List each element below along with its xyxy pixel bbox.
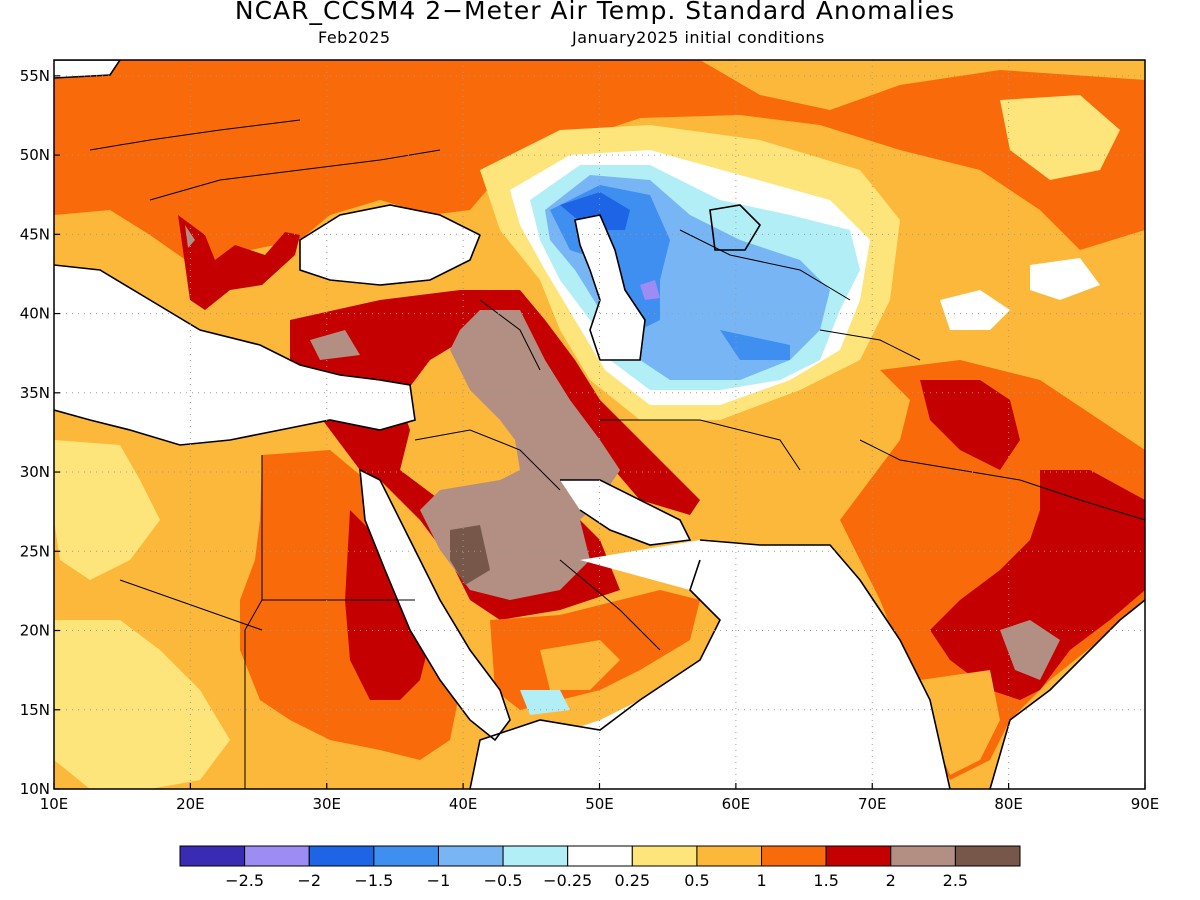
- colorbar-swatch: [954, 845, 1021, 867]
- colorbar-swatch: [373, 845, 439, 867]
- longitude-axis: 10E 20E 30E 40E 50E 60E 70E 80E 90E: [40, 783, 1160, 813]
- coastlines: [54, 60, 1145, 789]
- black-sea: [300, 205, 480, 285]
- lon-tick-label: 20E: [176, 795, 205, 813]
- lon-tick-label: 30E: [312, 795, 341, 813]
- persian-gulf: [560, 480, 690, 545]
- colorbar-label: 1.5: [813, 871, 838, 890]
- colorbar-label: −0.25: [543, 871, 592, 890]
- colorbar-swatch: [244, 845, 310, 867]
- gulf-of-aden: [470, 720, 600, 789]
- lat-tick-label: 45N: [20, 225, 50, 243]
- lat-tick-label: 20N: [20, 622, 50, 640]
- forecast-month: Feb2025: [318, 28, 391, 47]
- lat-tick-label: 55N: [20, 67, 50, 85]
- lon-tick-label: 60E: [722, 795, 751, 813]
- colorbar-label: −2: [297, 871, 321, 890]
- colorbar-label: 2: [886, 871, 896, 890]
- map-title: NCAR_CCSM4 2−Meter Air Temp. Standard An…: [234, 0, 956, 25]
- lat-tick-label: 15N: [20, 701, 50, 719]
- colorbar-swatch: [825, 845, 892, 867]
- colorbar-label: −0.5: [484, 871, 523, 890]
- middle-east-anomaly-region: [290, 290, 700, 620]
- lon-tick-label: 10E: [40, 795, 69, 813]
- colorbar-label: 1: [756, 871, 766, 890]
- balkans-anomaly-region: [178, 215, 300, 310]
- colorbar: −2.5 −2 −1.5 −1 −0.5 −0.25 0.25 0.5 1 1.5 2 2.5: [179, 845, 1021, 890]
- lat-tick-label: 30N: [20, 463, 50, 481]
- colorbar-swatch: [761, 845, 827, 867]
- colorbar-swatch: [179, 845, 246, 867]
- lat-tick-label: 50N: [20, 146, 50, 164]
- lon-tick-label: 40E: [449, 795, 478, 813]
- colorbar-label: −1.5: [354, 871, 393, 890]
- red-sea: [360, 470, 510, 740]
- colorbar-swatch: [437, 845, 504, 867]
- lon-tick-label: 50E: [585, 795, 614, 813]
- lon-tick-label: 70E: [858, 795, 887, 813]
- colorbar-label: 0.5: [684, 871, 709, 890]
- colorbar-swatch: [890, 845, 956, 867]
- bay-of-bengal: [990, 600, 1145, 789]
- colorbar-swatch: [308, 845, 375, 867]
- mediterranean-sea: [54, 265, 415, 445]
- initial-conditions: January2025 initial conditions: [572, 28, 825, 47]
- colorbar-swatch: [502, 845, 569, 867]
- colorbar-swatch: [567, 845, 633, 867]
- lat-tick-label: 35N: [20, 384, 50, 402]
- colorbar-label: 0.25: [614, 871, 650, 890]
- west-africa-anomaly-region: [54, 440, 160, 580]
- colorbar-label: 2.5: [943, 871, 968, 890]
- lon-tick-label: 80E: [994, 795, 1023, 813]
- lon-tick-label: 90E: [1131, 795, 1160, 813]
- country-borders: [89, 119, 1145, 789]
- colorbar-swatch: [696, 845, 763, 867]
- europe-anomaly-region: [54, 60, 1145, 270]
- colorbar-label: −1: [427, 871, 451, 890]
- lat-tick-label: 25N: [20, 542, 50, 560]
- arabian-sea: [520, 540, 950, 789]
- lat-tick-label: 10N: [20, 780, 50, 798]
- colorbar-label: −2.5: [225, 871, 264, 890]
- latitude-axis: 10N 15N 20N 25N 30N 35N 40N 45N 50N 55N: [20, 67, 60, 798]
- colorbar-swatch: [631, 845, 698, 867]
- lat-tick-label: 40N: [20, 305, 50, 323]
- anomaly-fields: [54, 60, 1145, 789]
